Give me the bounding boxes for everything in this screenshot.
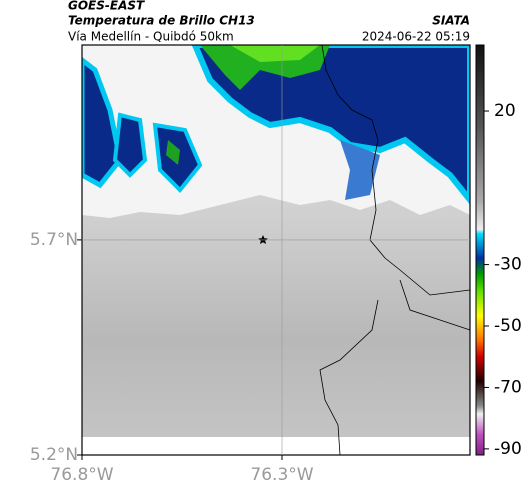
satellite: GOES-EAST — [68, 0, 145, 13]
colorbar-tick-label: -70 — [494, 377, 522, 397]
satellite-image — [82, 45, 470, 437]
y-tick-label: 5.2°N — [30, 445, 78, 465]
colorbar-tick-label: -50 — [494, 316, 522, 336]
colorbar — [475, 44, 485, 456]
city-marker — [258, 235, 268, 244]
product: Temperatura de Brillo CH13 — [68, 14, 255, 28]
map-frame — [81, 44, 471, 456]
source: SIATA — [432, 14, 470, 28]
location: Vía Medellín - Quibdó 50km — [68, 30, 234, 44]
x-tick-label: 76.8°W — [50, 465, 113, 485]
x-tick-label: 76.3°W — [250, 465, 313, 485]
borders — [319, 44, 471, 456]
colorbar-tick-label: -30 — [494, 255, 522, 275]
colorbar-tick-label: -90 — [494, 439, 522, 459]
datetime: 2024-06-22 05:19 — [362, 30, 470, 44]
colorbar-tick-label: 20 — [494, 101, 516, 121]
y-tick-label: 5.7°N — [30, 230, 78, 250]
